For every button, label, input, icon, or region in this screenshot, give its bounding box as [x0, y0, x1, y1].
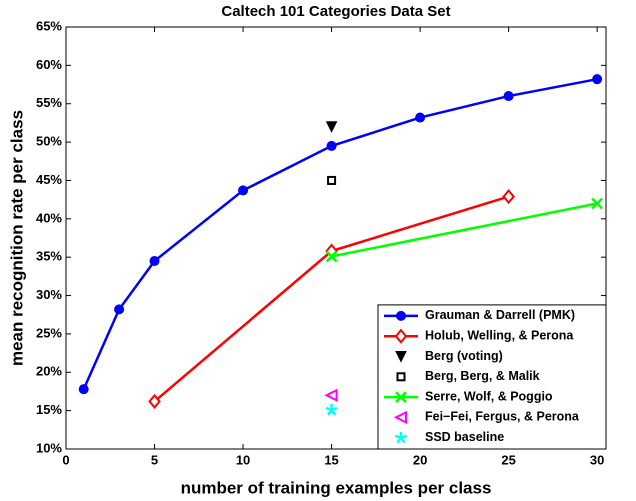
marker — [149, 256, 160, 267]
legend-marker — [395, 351, 407, 363]
series-line — [331, 202, 598, 258]
x-tick-label: 0 — [62, 452, 69, 467]
y-tick-label: 35% — [36, 249, 62, 264]
x-tick-label: 15 — [324, 452, 338, 467]
marker — [591, 197, 604, 210]
x-tick-label: 10 — [236, 452, 250, 467]
x-tick-label: 30 — [590, 452, 604, 467]
marker — [238, 185, 249, 196]
legend-label: Berg (voting) — [425, 349, 503, 363]
y-tick-label: 30% — [36, 287, 62, 302]
marker — [502, 189, 515, 205]
legend: Grauman & Darrell (PMK) Holub, Welling, &… — [377, 304, 607, 450]
y-tick-label: 25% — [36, 325, 62, 340]
marker — [114, 304, 125, 315]
chart-title: Caltech 101 Categories Data Set — [221, 3, 450, 20]
series-line — [82, 77, 598, 390]
marker — [324, 388, 338, 402]
marker — [325, 403, 338, 416]
legend-label: SSD baseline — [425, 430, 504, 444]
legend-box — [377, 304, 607, 450]
marker — [148, 393, 161, 409]
legend-marker — [396, 310, 406, 321]
marker — [325, 121, 338, 133]
marker — [325, 250, 338, 263]
marker — [415, 112, 426, 123]
x-tick-label: 25 — [501, 452, 515, 467]
y-axis-label: mean recognition rate per class — [7, 110, 26, 366]
legend-label: Fei−Fei, Fergus, & Perona — [425, 410, 580, 424]
y-tick-label: 10% — [36, 440, 62, 455]
y-tick-label: 15% — [36, 402, 62, 417]
legend-marker — [394, 328, 408, 344]
x-tick-label: 5 — [151, 452, 158, 467]
x-tick-label: 20 — [413, 452, 427, 467]
legend-label: Berg, Berg, & Malik — [425, 369, 540, 383]
y-tick-label: 65% — [36, 18, 62, 33]
marker — [326, 140, 337, 151]
legend-marker — [394, 431, 408, 444]
y-tick-label: 50% — [36, 134, 62, 149]
y-tick-label: 40% — [36, 210, 62, 225]
legend-marker — [393, 410, 407, 425]
legend-label: Grauman & Darrell (PMK) — [425, 308, 575, 322]
y-tick-label: 20% — [36, 364, 62, 379]
y-tick-label: 45% — [36, 172, 62, 187]
legend-marker — [396, 372, 406, 382]
y-tick-label: 55% — [36, 95, 62, 110]
x-axis-label: number of training examples per class — [181, 478, 492, 497]
plot-frame — [65, 26, 607, 450]
legend-label: Serre, Wolf, & Poggio — [425, 389, 553, 403]
marker — [503, 91, 514, 102]
marker — [78, 384, 89, 395]
marker — [327, 175, 337, 185]
marker — [592, 74, 603, 85]
legend-label: Holub, Welling, & Perona — [425, 328, 574, 342]
y-tick-label: 60% — [36, 57, 62, 72]
legend-marker — [395, 391, 407, 403]
